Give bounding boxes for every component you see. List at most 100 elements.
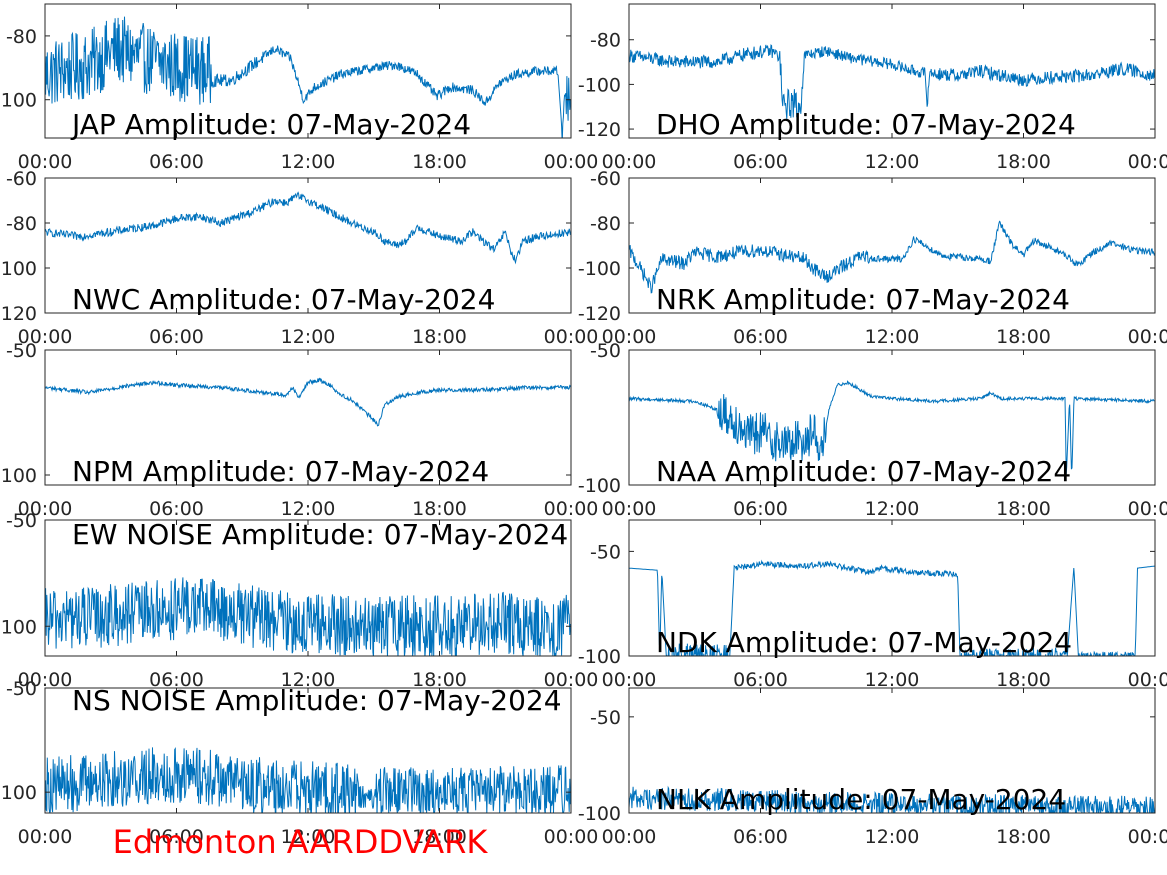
panel-title: NAA Amplitude: 07-May-2024 [656,455,1071,488]
y-tick-label: -50 [6,510,37,532]
x-tick-label: 00:00 [602,498,657,520]
y-tick-label: -120 [578,119,621,141]
x-tick-label: 00:00 [544,326,599,348]
x-tick-label: 00:00 [18,498,73,520]
x-tick-label: 12:00 [865,326,920,348]
y-tick-label: -50 [590,340,621,362]
series-line [629,559,1155,656]
x-tick-label: 06:00 [733,498,788,520]
x-tick-label: 00:00 [1128,326,1167,348]
x-tick-label: 06:00 [149,826,204,848]
panel-ew-noise: 00:00 06:00 12:00 18:00 00:00 -50 -100 EW NOISE… [0,510,598,691]
x-tick-label: 12:00 [281,669,336,691]
x-tick-label: 00:00 [602,326,657,348]
x-tick-label: 06:00 [733,326,788,348]
x-tick-label: 00:00 [602,151,657,173]
y-tick-label: -100 [0,782,37,804]
x-tick-label: 06:00 [733,826,788,848]
x-tick-label: 12:00 [865,669,920,691]
x-tick-label: 00:00 [18,326,73,348]
x-tick-label: 06:00 [149,326,204,348]
panel-title: NWC Amplitude: 07-May-2024 [72,283,495,316]
panel-ns-noise: 00:00 06:00 12:00 18:00 00:00 -50 -100 NS NOISE… [0,678,598,848]
series-line [629,380,1155,475]
y-tick-label: -100 [578,475,621,497]
x-tick-label: 00:00 [544,669,599,691]
x-tick-label: 18:00 [412,669,467,691]
y-tick-label: -80 [590,213,621,235]
x-tick-label: 00:00 [18,151,73,173]
y-tick-label: -100 [578,258,621,280]
x-tick-label: 06:00 [149,151,204,173]
x-tick-label: 00:00 [18,826,73,848]
x-tick-label: 00:00 [1128,826,1167,848]
panel-ndk: 00:00 06:00 12:00 18:00 00:00 -50 -100 NDK Ampl… [578,519,1167,691]
x-tick-label: 00:00 [602,669,657,691]
series-line [45,746,571,813]
x-tick-label: 12:00 [281,326,336,348]
series-line [629,220,1155,294]
series-line [45,191,571,265]
x-tick-label: 18:00 [412,326,467,348]
panel-title: NDK Amplitude: 07-May-2024 [656,626,1072,659]
panel-title: JAP Amplitude: 07-May-2024 [70,108,471,141]
y-tick-label: -120 [0,303,37,325]
series-line [45,577,571,656]
series-line [45,16,571,138]
y-tick-label: -60 [590,168,621,190]
y-tick-label: -50 [590,707,621,729]
y-tick-label: -50 [6,678,37,700]
x-tick-label: 12:00 [865,498,920,520]
x-tick-label: 12:00 [865,826,920,848]
x-tick-label: 18:00 [412,151,467,173]
y-tick-label: -100 [0,465,37,487]
panel-nrk: 00:00 06:00 12:00 18:00 00:00 -60 -80 -100 -120 N… [578,168,1167,348]
x-tick-label: 18:00 [996,669,1051,691]
y-tick-label: -60 [6,168,37,190]
x-tick-label: 18:00 [412,826,467,848]
x-tick-label: 00:00 [544,498,599,520]
panels: 00:00 06:00 12:00 18:00 00:00 -80 -100 JAP Ampl… [0,3,1167,848]
x-tick-label: 18:00 [412,498,467,520]
y-tick-label: -100 [578,646,621,668]
panel-title: NLK Amplitude: 07-May-2024 [656,783,1066,816]
panel-dho: 00:00 06:00 12:00 18:00 00:00 -80 -100 -120 DHO … [578,3,1167,173]
panel-title: NS NOISE Amplitude: 07-May-2024 [72,684,562,717]
x-tick-label: 00:00 [1128,669,1167,691]
footer-label: Edmonton AARDDVARK [113,823,489,861]
y-tick-label: -50 [6,340,37,362]
x-tick-label: 12:00 [281,826,336,848]
x-tick-label: 00:00 [1128,498,1167,520]
panel-title: EW NOISE Amplitude: 07-May-2024 [72,518,568,551]
y-tick-label: -120 [578,303,621,325]
y-tick-label: -100 [578,74,621,96]
x-tick-label: 06:00 [733,151,788,173]
x-tick-label: 06:00 [149,498,204,520]
y-tick-label: -80 [6,213,37,235]
panel-nwc: 00:00 06:00 12:00 18:00 00:00 -60 -80 -100 -120 N… [0,168,598,348]
x-tick-label: 00:00 [544,151,599,173]
x-tick-label: 12:00 [281,498,336,520]
x-tick-label: 00:00 [18,669,73,691]
y-tick-label: -100 [0,258,37,280]
y-tick-label: -80 [6,26,37,48]
x-tick-label: 00:00 [544,826,599,848]
x-tick-label: 00:00 [1128,151,1167,173]
series-line [45,377,571,427]
x-tick-label: 18:00 [996,151,1051,173]
x-tick-label: 12:00 [865,151,920,173]
y-tick-label: -100 [578,803,621,825]
series-line [629,785,1155,813]
x-tick-label: 00:00 [602,826,657,848]
x-tick-label: 18:00 [996,498,1051,520]
panel-jap: 00:00 06:00 12:00 18:00 00:00 -80 -100 JAP Ampl… [0,3,599,173]
y-tick-label: -100 [0,616,37,638]
x-tick-label: 18:00 [996,326,1051,348]
series-line [629,44,1155,119]
panel-title: DHO Amplitude: 07-May-2024 [656,108,1076,141]
panel-npm: 00:00 06:00 12:00 18:00 00:00 -50 -100 NPM Ampl… [0,340,598,520]
x-tick-label: 06:00 [733,669,788,691]
panel-title: NRK Amplitude: 07-May-2024 [656,283,1070,316]
y-tick-label: -80 [590,30,621,52]
